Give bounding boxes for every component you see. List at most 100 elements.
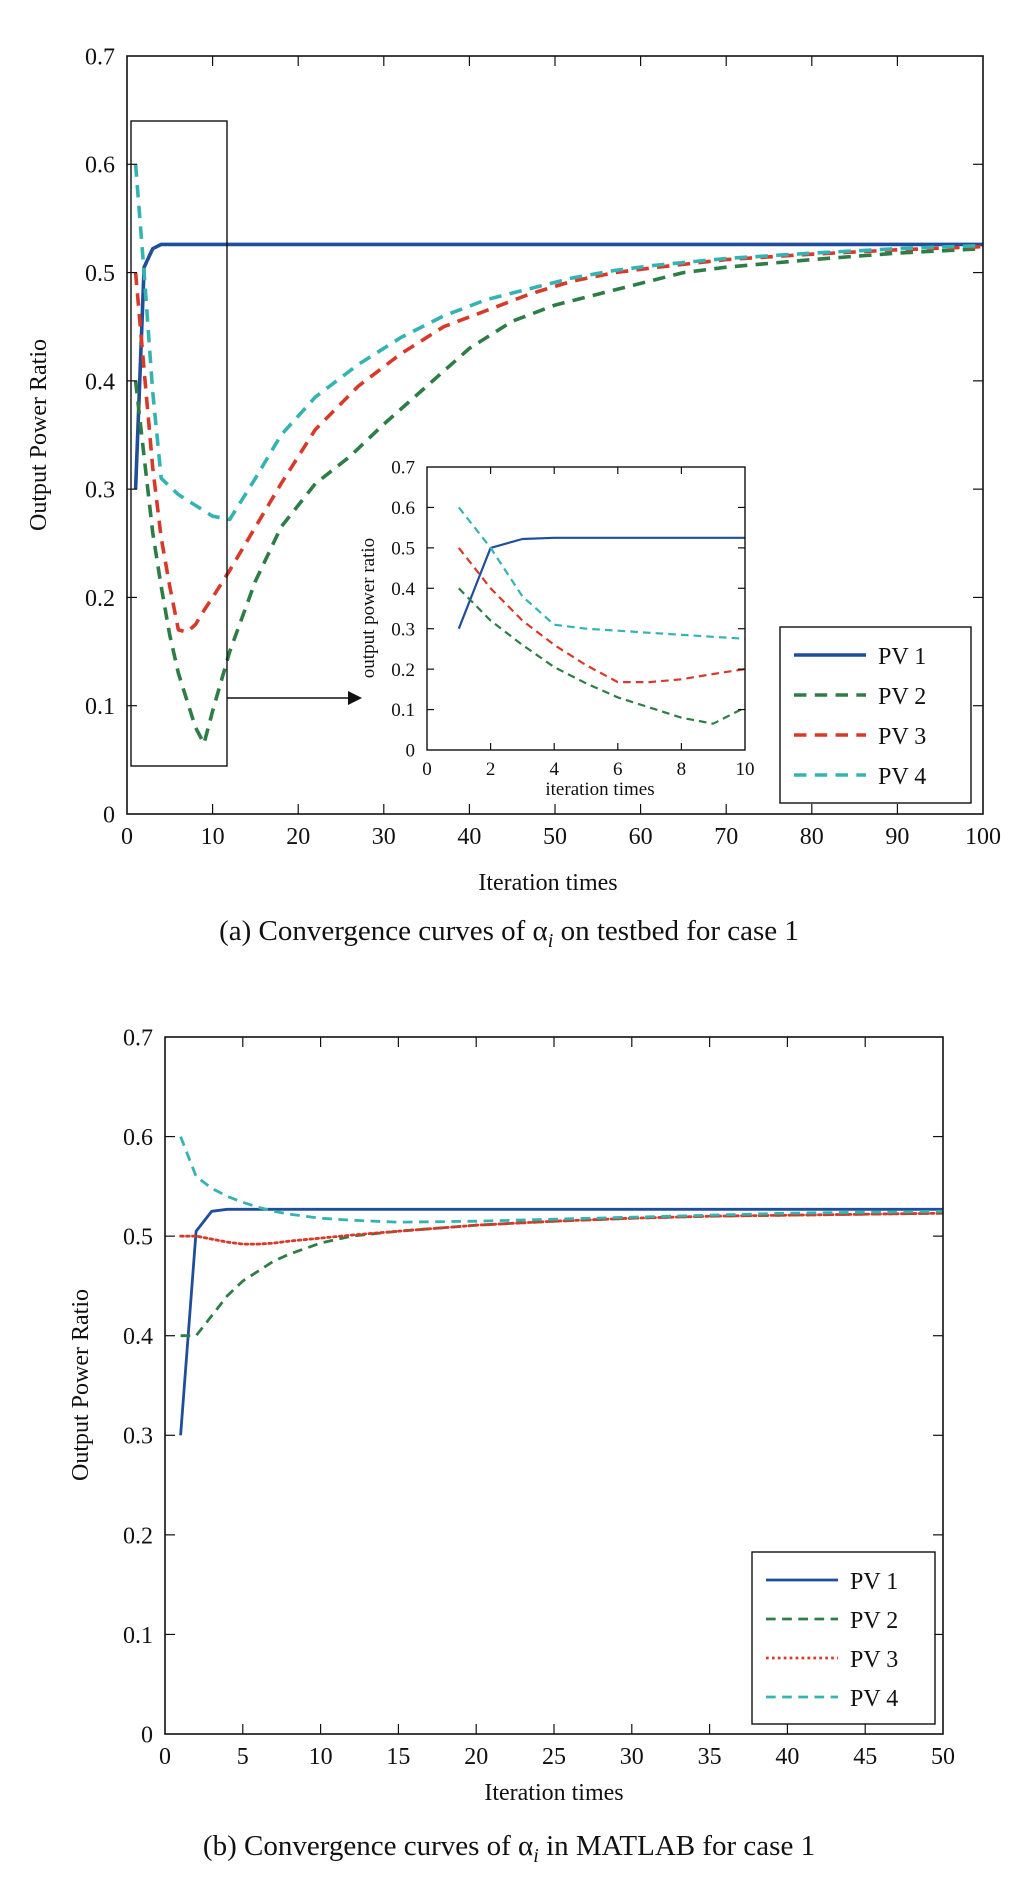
panel-a-zoom-box xyxy=(130,120,228,767)
panel-a-series-line-4 xyxy=(133,164,983,522)
inset-x-ticks: 0 2 4 6 8 10 xyxy=(422,467,755,780)
panel-b-x-tick-label: 40 xyxy=(775,1744,799,1770)
inset-y-ticks: 0 0.1 0.2 0.3 0.4 0.5 0.6 0.7 xyxy=(391,458,745,762)
inset-y-tick-label: 0.1 xyxy=(391,700,415,721)
panel-a-x-tick-label: 100 xyxy=(965,824,1001,850)
panel-a-series-group xyxy=(133,164,983,746)
panel-b-y-tick-label: 0.3 xyxy=(123,1424,153,1450)
inset-y-tick-label: 0.7 xyxy=(391,458,415,479)
panel-a-legend: PV 1 PV 2 PV 3 PV 4 xyxy=(779,626,972,804)
panel-b-caption-rest: in MATLAB for case 1 xyxy=(539,1830,815,1862)
panel-b-series-line-1 xyxy=(179,1207,943,1436)
panel-b-y-tick-label: 0.4 xyxy=(123,1324,153,1350)
panel-b-x-tick-label: 0 xyxy=(159,1744,171,1770)
inset-series-line-1 xyxy=(457,536,745,630)
inset-x-tick-label: 2 xyxy=(486,759,496,780)
panel-b-x-ticks: 0 5 10 15 20 25 30 35 40 45 50 xyxy=(159,1037,955,1770)
panel-b-legend-label: PV 1 xyxy=(850,1569,898,1595)
panel-b-series-line-2 xyxy=(180,1211,943,1338)
panel-a-x-tick-label: 20 xyxy=(286,824,310,850)
panel-b-x-tick-label: 10 xyxy=(309,1744,333,1770)
panel-a-y-tick-label: 0.4 xyxy=(85,369,115,395)
panel-b-series-line-3 xyxy=(179,1211,943,1246)
panel-b-legend-label: PV 4 xyxy=(850,1686,898,1712)
inset-series-line-4 xyxy=(457,506,745,640)
panel-b-x-tick-label: 45 xyxy=(853,1744,877,1770)
panel-b-caption-main: (b) Convergence curves of α xyxy=(203,1830,533,1862)
panel-a-x-tick-label: 40 xyxy=(457,824,481,850)
panel-b-y-axis-label: Output Power Ratio xyxy=(68,1289,94,1481)
panel-b-y-ticks: 0 0.1 0.2 0.3 0.4 0.5 0.6 0.7 xyxy=(123,1025,943,1748)
panel-b-y-tick-label: 0.7 xyxy=(123,1025,153,1051)
inset-x-tick-label: 8 xyxy=(677,759,687,780)
panel-b-x-tick-label: 50 xyxy=(931,1744,955,1770)
panel-a-caption-subscript: i xyxy=(548,930,554,952)
panel-a-caption: (a) Convergence curves of αi on testbed … xyxy=(219,915,799,952)
inset-series-group xyxy=(457,506,745,725)
inset-background xyxy=(427,467,745,750)
panel-a-y-tick-label: 0.3 xyxy=(85,478,115,504)
panel-b-legend-label: PV 3 xyxy=(850,1647,898,1673)
panel-b-legend-box xyxy=(751,1551,936,1725)
panel-a-x-ticks: 0 10 20 30 40 50 60 70 80 90 100 xyxy=(121,56,1001,850)
panel-a: 0 10 20 30 40 50 60 70 80 90 100 00.10.20.30.40.50… xyxy=(26,44,1001,952)
panel-a-legend-label: PV 3 xyxy=(878,724,926,750)
panel-b-caption-subscript: i xyxy=(533,1845,539,1867)
panel-a-x-tick-label: 30 xyxy=(372,824,396,850)
panel-b-x-tick-label: 15 xyxy=(386,1744,410,1770)
inset-series-line-2 xyxy=(458,587,745,725)
panel-b-y-tick-label: 0 xyxy=(141,1722,153,1748)
panel-a-y-tick-label: 0 xyxy=(103,802,115,828)
inset-axes-frame xyxy=(426,466,746,751)
panel-b-x-tick-label: 35 xyxy=(698,1744,722,1770)
panel-a-legend-items: PV 1 PV 2 PV 3 PV 4 xyxy=(794,644,926,790)
panel-a-y-tick-label: 0.5 xyxy=(85,261,115,287)
panel-b-y-tick-label: 0.2 xyxy=(123,1523,153,1549)
inset-y-tick-label: 0.3 xyxy=(391,619,415,640)
panel-b-legend-label: PV 2 xyxy=(850,1608,898,1634)
panel-b: 0 5 10 15 20 25 30 35 40 45 50 0 0.1 0.2 0.3 0.4 0.5 0.6… xyxy=(68,1025,955,1867)
inset-y-tick-label: 0.2 xyxy=(391,660,415,681)
panel-a-x-tick-label: 80 xyxy=(800,824,824,850)
panel-a-inset: 0 2 4 6 8 10 0 0.1 0.2 0.3 0.4 0.5 0.6 0.7 iteration… xyxy=(358,458,755,800)
inset-series-line-3 xyxy=(457,547,745,684)
panel-b-y-tick-label: 0.1 xyxy=(123,1623,153,1649)
panel-a-legend-label: PV 1 xyxy=(878,644,926,670)
inset-y-tick-label: 0.4 xyxy=(391,579,415,600)
inset-y-tick-label: 0.5 xyxy=(391,539,415,560)
panel-a-caption-rest: on testbed for case 1 xyxy=(553,915,799,947)
panel-a-x-tick-label: 70 xyxy=(714,824,738,850)
panel-a-x-tick-label: 10 xyxy=(201,824,225,850)
panel-a-y-tick-label: 0.7 xyxy=(85,44,115,70)
panel-a-series-line-1 xyxy=(133,242,983,490)
inset-x-tick-label: 0 xyxy=(422,759,432,780)
inset-x-tick-label: 10 xyxy=(736,759,755,780)
panel-a-x-tick-label: 0 xyxy=(121,824,133,850)
panel-b-legend-items: PV 1 PV 2 PV 3 PV 4 xyxy=(766,1569,898,1712)
panel-b-series-group xyxy=(179,1136,943,1436)
panel-b-caption: (b) Convergence curves of αi in MATLAB f… xyxy=(203,1830,815,1867)
panel-a-y-tick-label: 0.6 xyxy=(85,153,115,179)
panel-a-y-tick-label: 0.1 xyxy=(85,694,115,720)
panel-b-x-tick-label: 5 xyxy=(237,1744,249,1770)
inset-x-axis-label: iteration times xyxy=(545,779,654,800)
inset-x-tick-label: 4 xyxy=(549,759,559,780)
panel-a-x-axis-label: Iteration times xyxy=(478,870,617,896)
inset-y-axis-label: output power ratio xyxy=(358,538,379,678)
panel-b-y-tick-label: 0.6 xyxy=(123,1125,153,1151)
inset-x-tick-label: 6 xyxy=(613,759,623,780)
inset-y-tick-label: 0 xyxy=(406,741,416,762)
panel-a-y-tick-label: 0.2 xyxy=(85,586,115,612)
panel-a-series-line-3 xyxy=(133,244,983,634)
panel-b-y-tick-label: 0.5 xyxy=(123,1225,153,1251)
panel-b-x-tick-label: 20 xyxy=(464,1744,488,1770)
panel-a-caption-main: (a) Convergence curves of α xyxy=(219,915,548,947)
panel-a-x-tick-label: 60 xyxy=(629,824,653,850)
panel-a-x-tick-label: 50 xyxy=(543,824,567,850)
panel-b-x-tick-label: 30 xyxy=(620,1744,644,1770)
panel-b-x-axis-label: Iteration times xyxy=(484,1780,623,1806)
panel-b-x-tick-label: 25 xyxy=(542,1744,566,1770)
inset-y-tick-label: 0.6 xyxy=(391,498,415,519)
panel-a-legend-label: PV 2 xyxy=(878,684,926,710)
